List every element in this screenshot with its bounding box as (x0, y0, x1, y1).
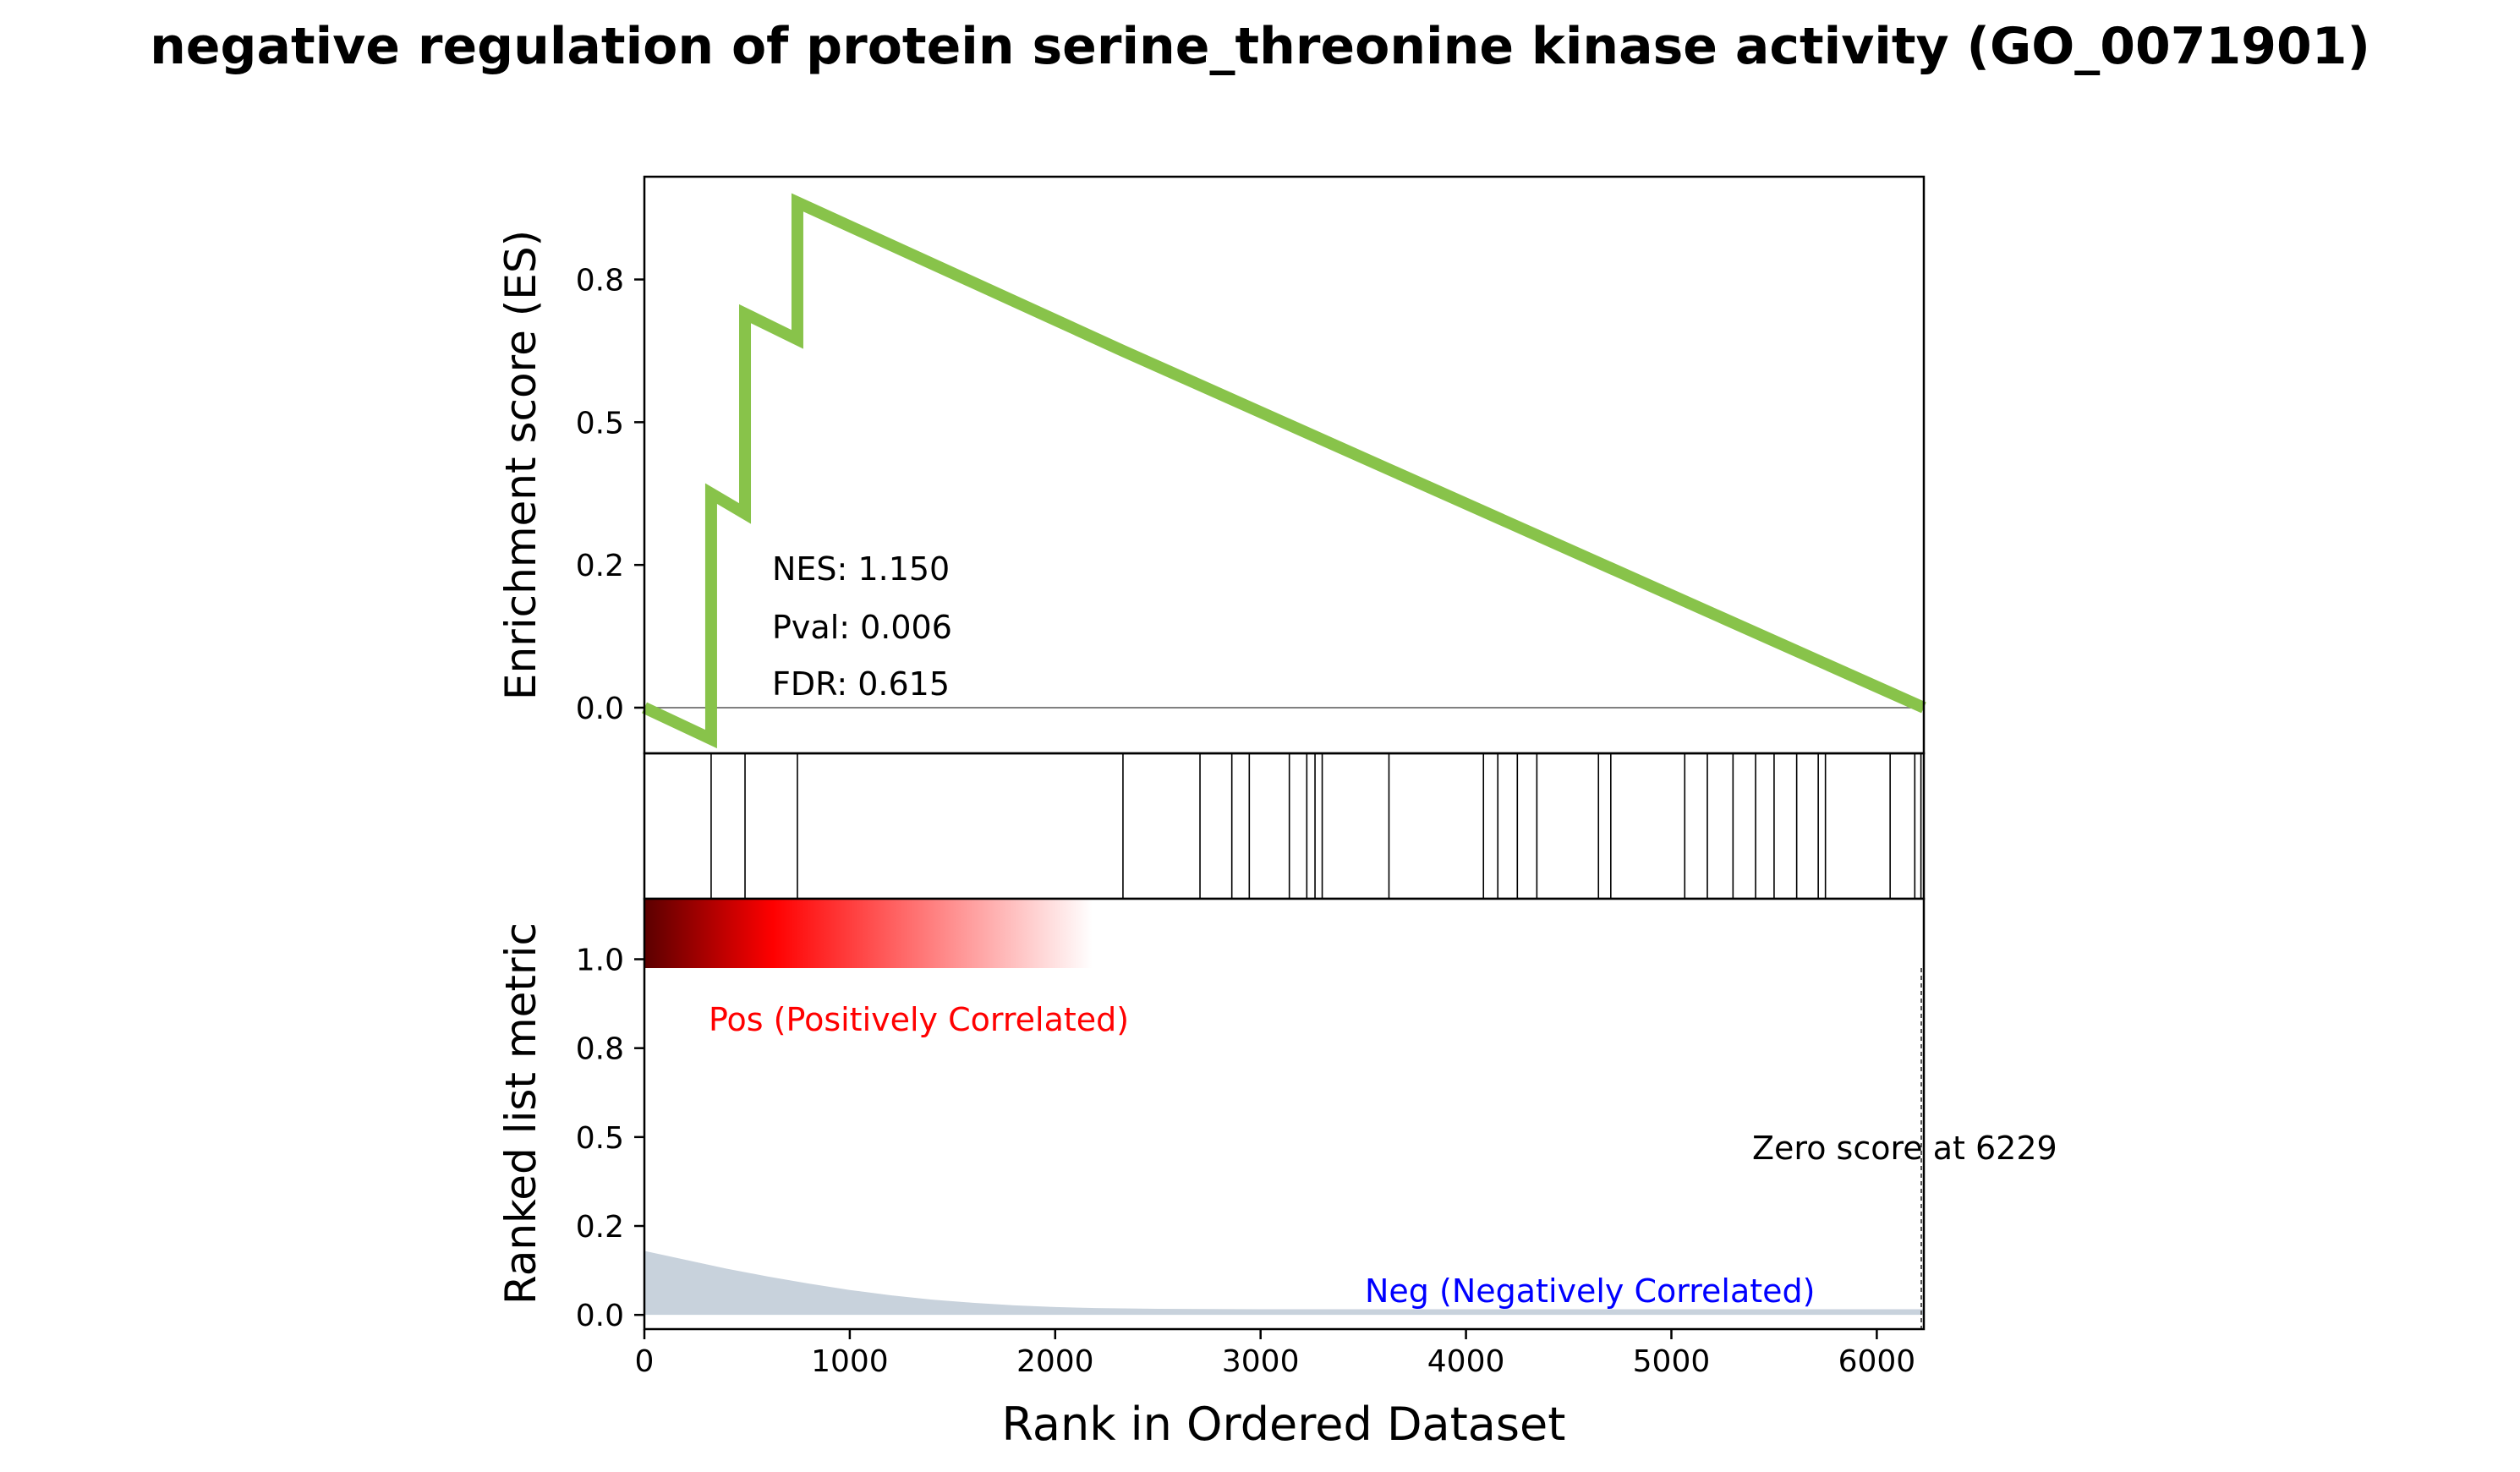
hit-lines (710, 753, 1922, 899)
rank-y-tick-label: 0.8 (576, 1032, 624, 1067)
pos-label: Pos (Positively Correlated) (709, 1001, 1129, 1038)
es-y-label: Enrichment score (ES) (496, 230, 545, 700)
nes-text: NES: 1.150 (772, 550, 950, 588)
heatmap-bar (645, 899, 1923, 968)
rank-y-tick-label: 0.5 (576, 1121, 624, 1156)
es-line (642, 193, 1926, 749)
neg-label: Neg (Negatively Correlated) (1365, 1272, 1815, 1310)
rank-y-tick-label: 0.0 (576, 1299, 624, 1333)
x-tick-label: 5000 (1633, 1344, 1711, 1379)
es-y-ticks: 0.0 0.2 0.5 0.8 (576, 264, 644, 726)
es-panel: 0.0 0.2 0.5 0.8 Enrichment score (ES) NES: … (496, 175, 1926, 755)
rank-y-tick-label: 1.0 (576, 944, 624, 978)
x-tick-label: 2000 (1016, 1344, 1094, 1379)
es-y-tick-label: 0.8 (576, 264, 624, 298)
hits-panel-frame (643, 752, 1926, 900)
fdr-text: FDR: 0.615 (772, 665, 950, 703)
x-tick-label: 6000 (1838, 1344, 1916, 1379)
rank-y-ticks: 0.0 0.2 0.5 0.8 1.0 (576, 944, 644, 1333)
pval-text: Pval: 0.006 (772, 609, 952, 646)
x-tick-label: 0 (635, 1344, 655, 1379)
chart-title: negative regulation of protein serine_th… (150, 17, 2370, 76)
x-tick-label: 1000 (811, 1344, 889, 1379)
rank-y-label: Ranked list metric (496, 922, 545, 1305)
hits-panel (643, 752, 1926, 900)
rank-panel-frame (643, 897, 1926, 1331)
rank-metric-area (644, 1250, 1924, 1316)
rank-y-tick-label: 0.2 (576, 1210, 624, 1245)
x-axis-label: Rank in Ordered Dataset (1002, 1398, 1566, 1451)
x-axis-ticks: 0 1000 2000 3000 4000 5000 6000 (635, 1329, 1916, 1379)
rank-panel: 0.0 0.2 0.5 0.8 1.0 Pos (Positively Correlat… (496, 897, 2057, 1333)
es-y-tick-label: 0.2 (576, 549, 624, 583)
x-tick-label: 3000 (1222, 1344, 1300, 1379)
es-y-tick-label: 0.0 (576, 692, 624, 726)
es-y-tick-label: 0.5 (576, 406, 624, 441)
x-tick-label: 4000 (1427, 1344, 1505, 1379)
zero-score-label: Zero score at 6229 (1752, 1130, 2057, 1167)
